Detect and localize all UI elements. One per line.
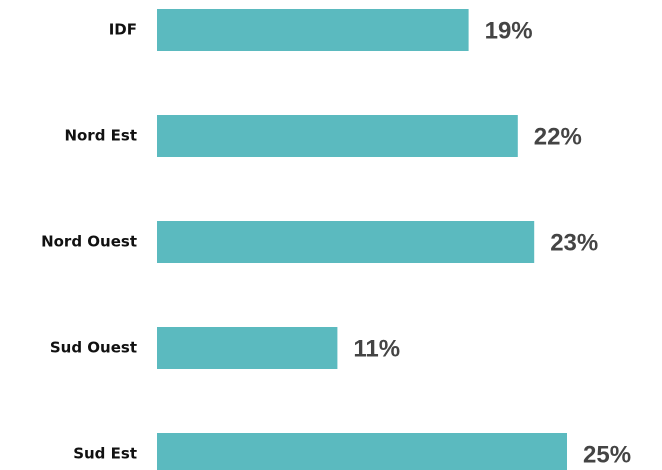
bar	[157, 327, 338, 369]
bar	[157, 221, 535, 263]
value-label: 22%	[534, 123, 582, 150]
value-label: 23%	[550, 229, 598, 256]
bar	[157, 433, 567, 470]
value-label: 11%	[353, 335, 400, 362]
category-label: Nord Est	[64, 127, 137, 145]
value-label: 19%	[485, 17, 533, 44]
value-label: 25%	[583, 441, 631, 468]
bar	[157, 9, 469, 51]
category-label: Sud Est	[73, 445, 137, 463]
category-label: IDF	[109, 21, 137, 39]
category-label: Sud Ouest	[50, 339, 137, 357]
bar	[157, 115, 518, 157]
category-label: Nord Ouest	[41, 233, 137, 251]
